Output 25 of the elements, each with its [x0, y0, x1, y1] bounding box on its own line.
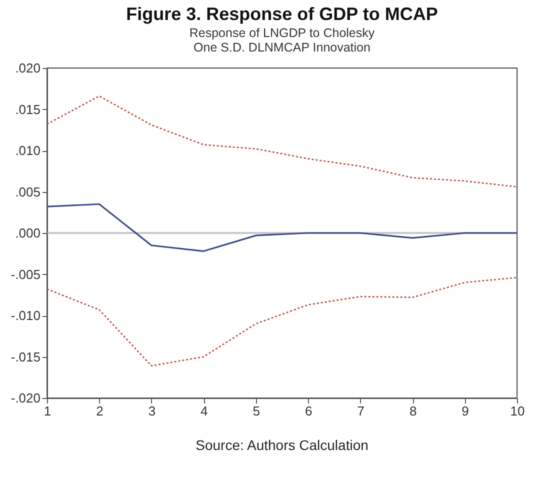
x-tick-label: 3: [148, 404, 156, 418]
x-tick-label: 7: [357, 404, 364, 418]
x-tick-label: 5: [252, 404, 260, 418]
source-note: Source: Authors Calculation: [196, 437, 368, 453]
y-tick-label: -.015: [10, 349, 40, 364]
chart-title: Figure 3. Response of GDP to MCAP: [126, 4, 438, 24]
y-tick-label: .015: [15, 102, 40, 117]
x-tick-label: 1: [44, 404, 52, 418]
x-tick-label: 2: [96, 404, 104, 418]
x-tick-label: 9: [462, 404, 469, 418]
line-series: [46, 276, 518, 367]
x-tick-label: 8: [409, 404, 417, 418]
y-tick-label: -.010: [10, 308, 40, 323]
y-tick-label: -.005: [10, 266, 40, 282]
line-series: [46, 203, 518, 252]
line-series: [46, 95, 518, 188]
x-tick-label: 4: [200, 404, 208, 418]
x-tick-label: 6: [304, 404, 312, 418]
y-tick-label: .010: [15, 143, 40, 158]
y-tick-label: .000: [15, 226, 40, 240]
y-tick-label: .005: [15, 184, 40, 200]
x-tick-label: 10: [510, 404, 525, 418]
y-tick-label: .020: [15, 60, 40, 76]
chart-subtitle: Response of LNGDP to Cholesky One S.D. DLNMCAP Innovation: [189, 26, 376, 54]
y-tick-label: -.020: [10, 390, 40, 406]
